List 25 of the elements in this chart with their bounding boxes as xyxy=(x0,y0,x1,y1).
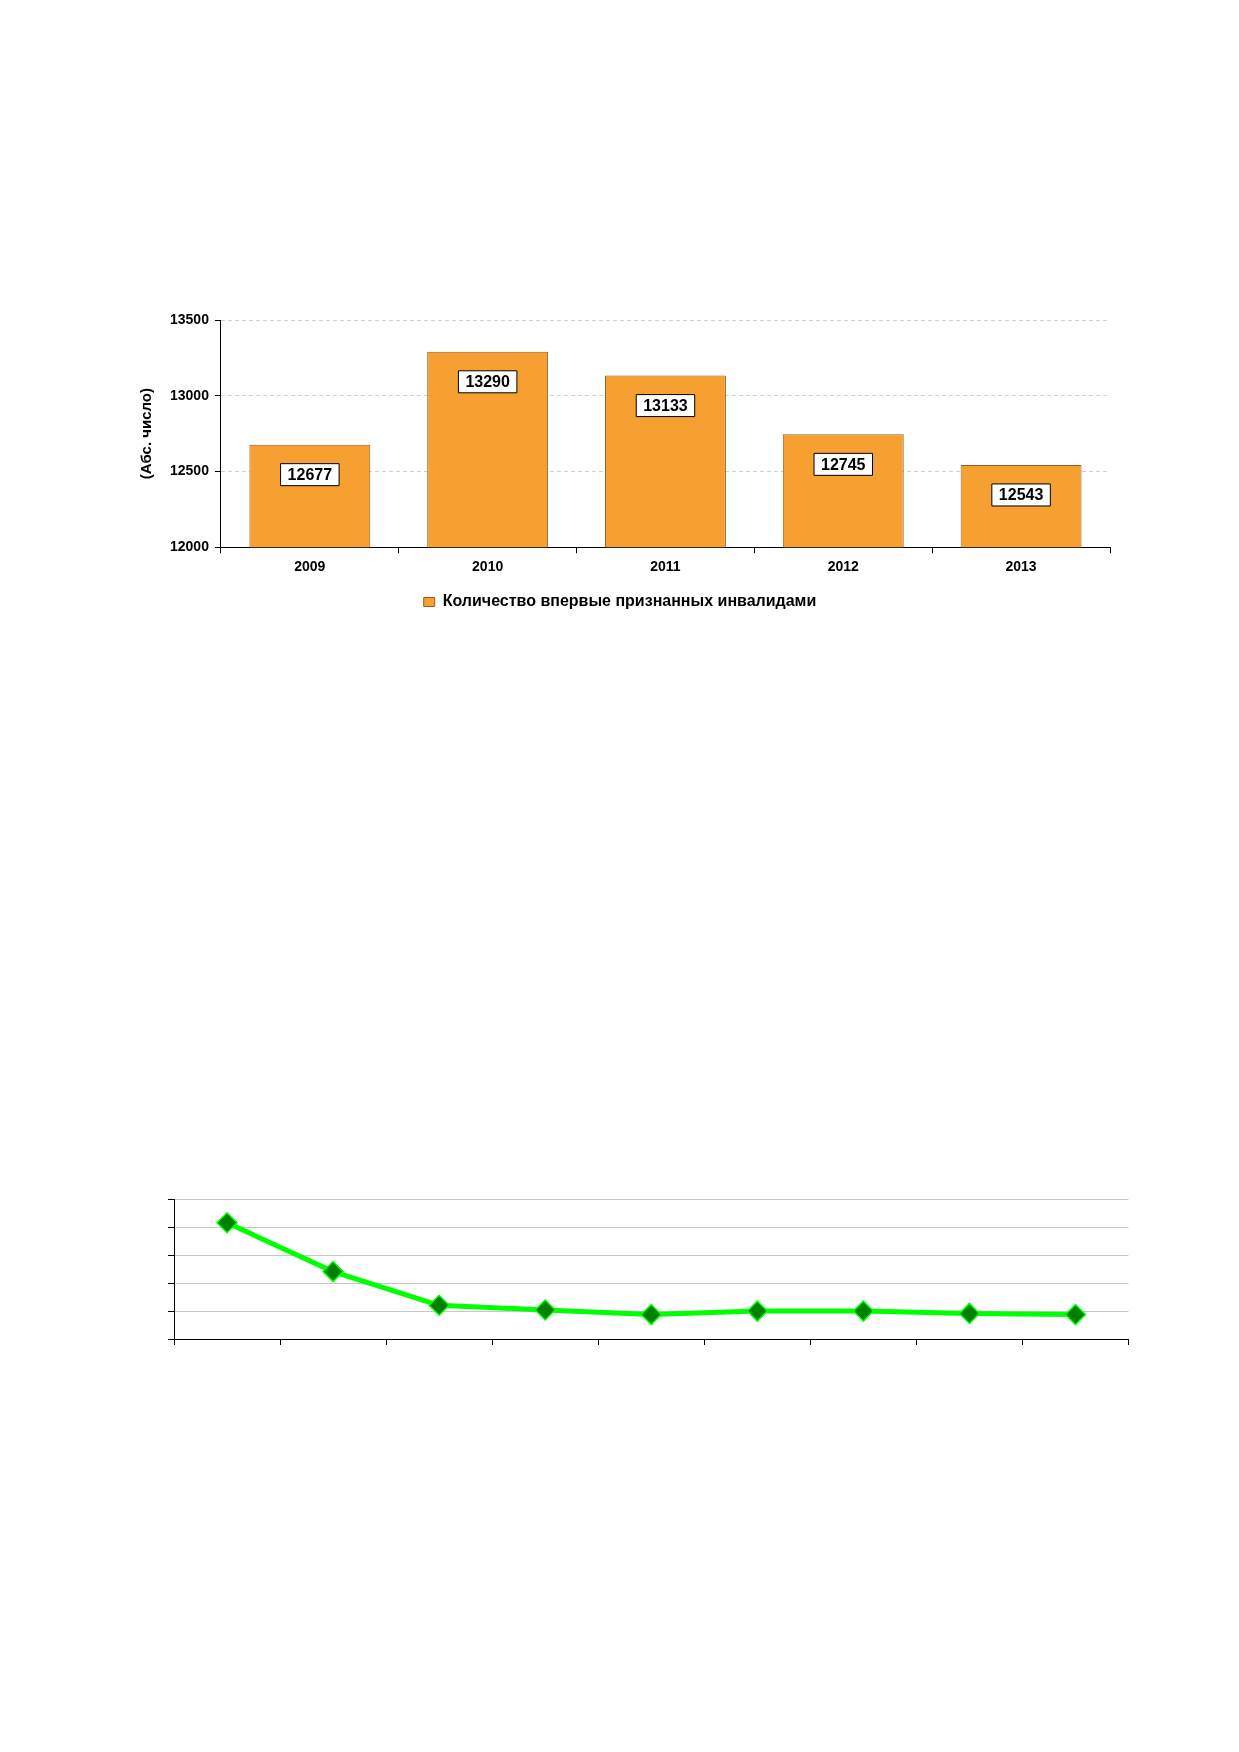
x-tick-label: 2011 xyxy=(650,558,681,575)
point xyxy=(958,1302,981,1325)
y-tick-label: 13000 xyxy=(169,386,210,403)
point xyxy=(216,1212,238,1234)
y-tick-label: 12500 xyxy=(169,462,210,479)
point xyxy=(852,1300,875,1322)
y-axis-title: (Абс. число) xyxy=(137,388,155,480)
point xyxy=(746,1300,769,1322)
data-label: 13290 xyxy=(465,373,510,391)
y-tick-label: 13500 xyxy=(169,310,210,327)
point xyxy=(1064,1303,1087,1326)
point xyxy=(534,1299,556,1321)
point xyxy=(322,1260,344,1283)
point xyxy=(428,1294,450,1317)
data-label: 13133 xyxy=(643,396,688,414)
legend-label: Количество впервые признанных инвалидами xyxy=(442,592,817,610)
data-label: 12745 xyxy=(821,455,866,473)
x-tick-label: 2012 xyxy=(827,558,860,575)
x-tick-label: 2010 xyxy=(472,558,504,575)
x-tick-label: 2009 xyxy=(294,558,326,575)
data-label: 12677 xyxy=(287,466,333,484)
x-tick-label: 2013 xyxy=(1005,558,1037,575)
point xyxy=(640,1303,662,1326)
y-tick-label: 12000 xyxy=(169,538,210,555)
data-label: 12543 xyxy=(998,486,1044,504)
